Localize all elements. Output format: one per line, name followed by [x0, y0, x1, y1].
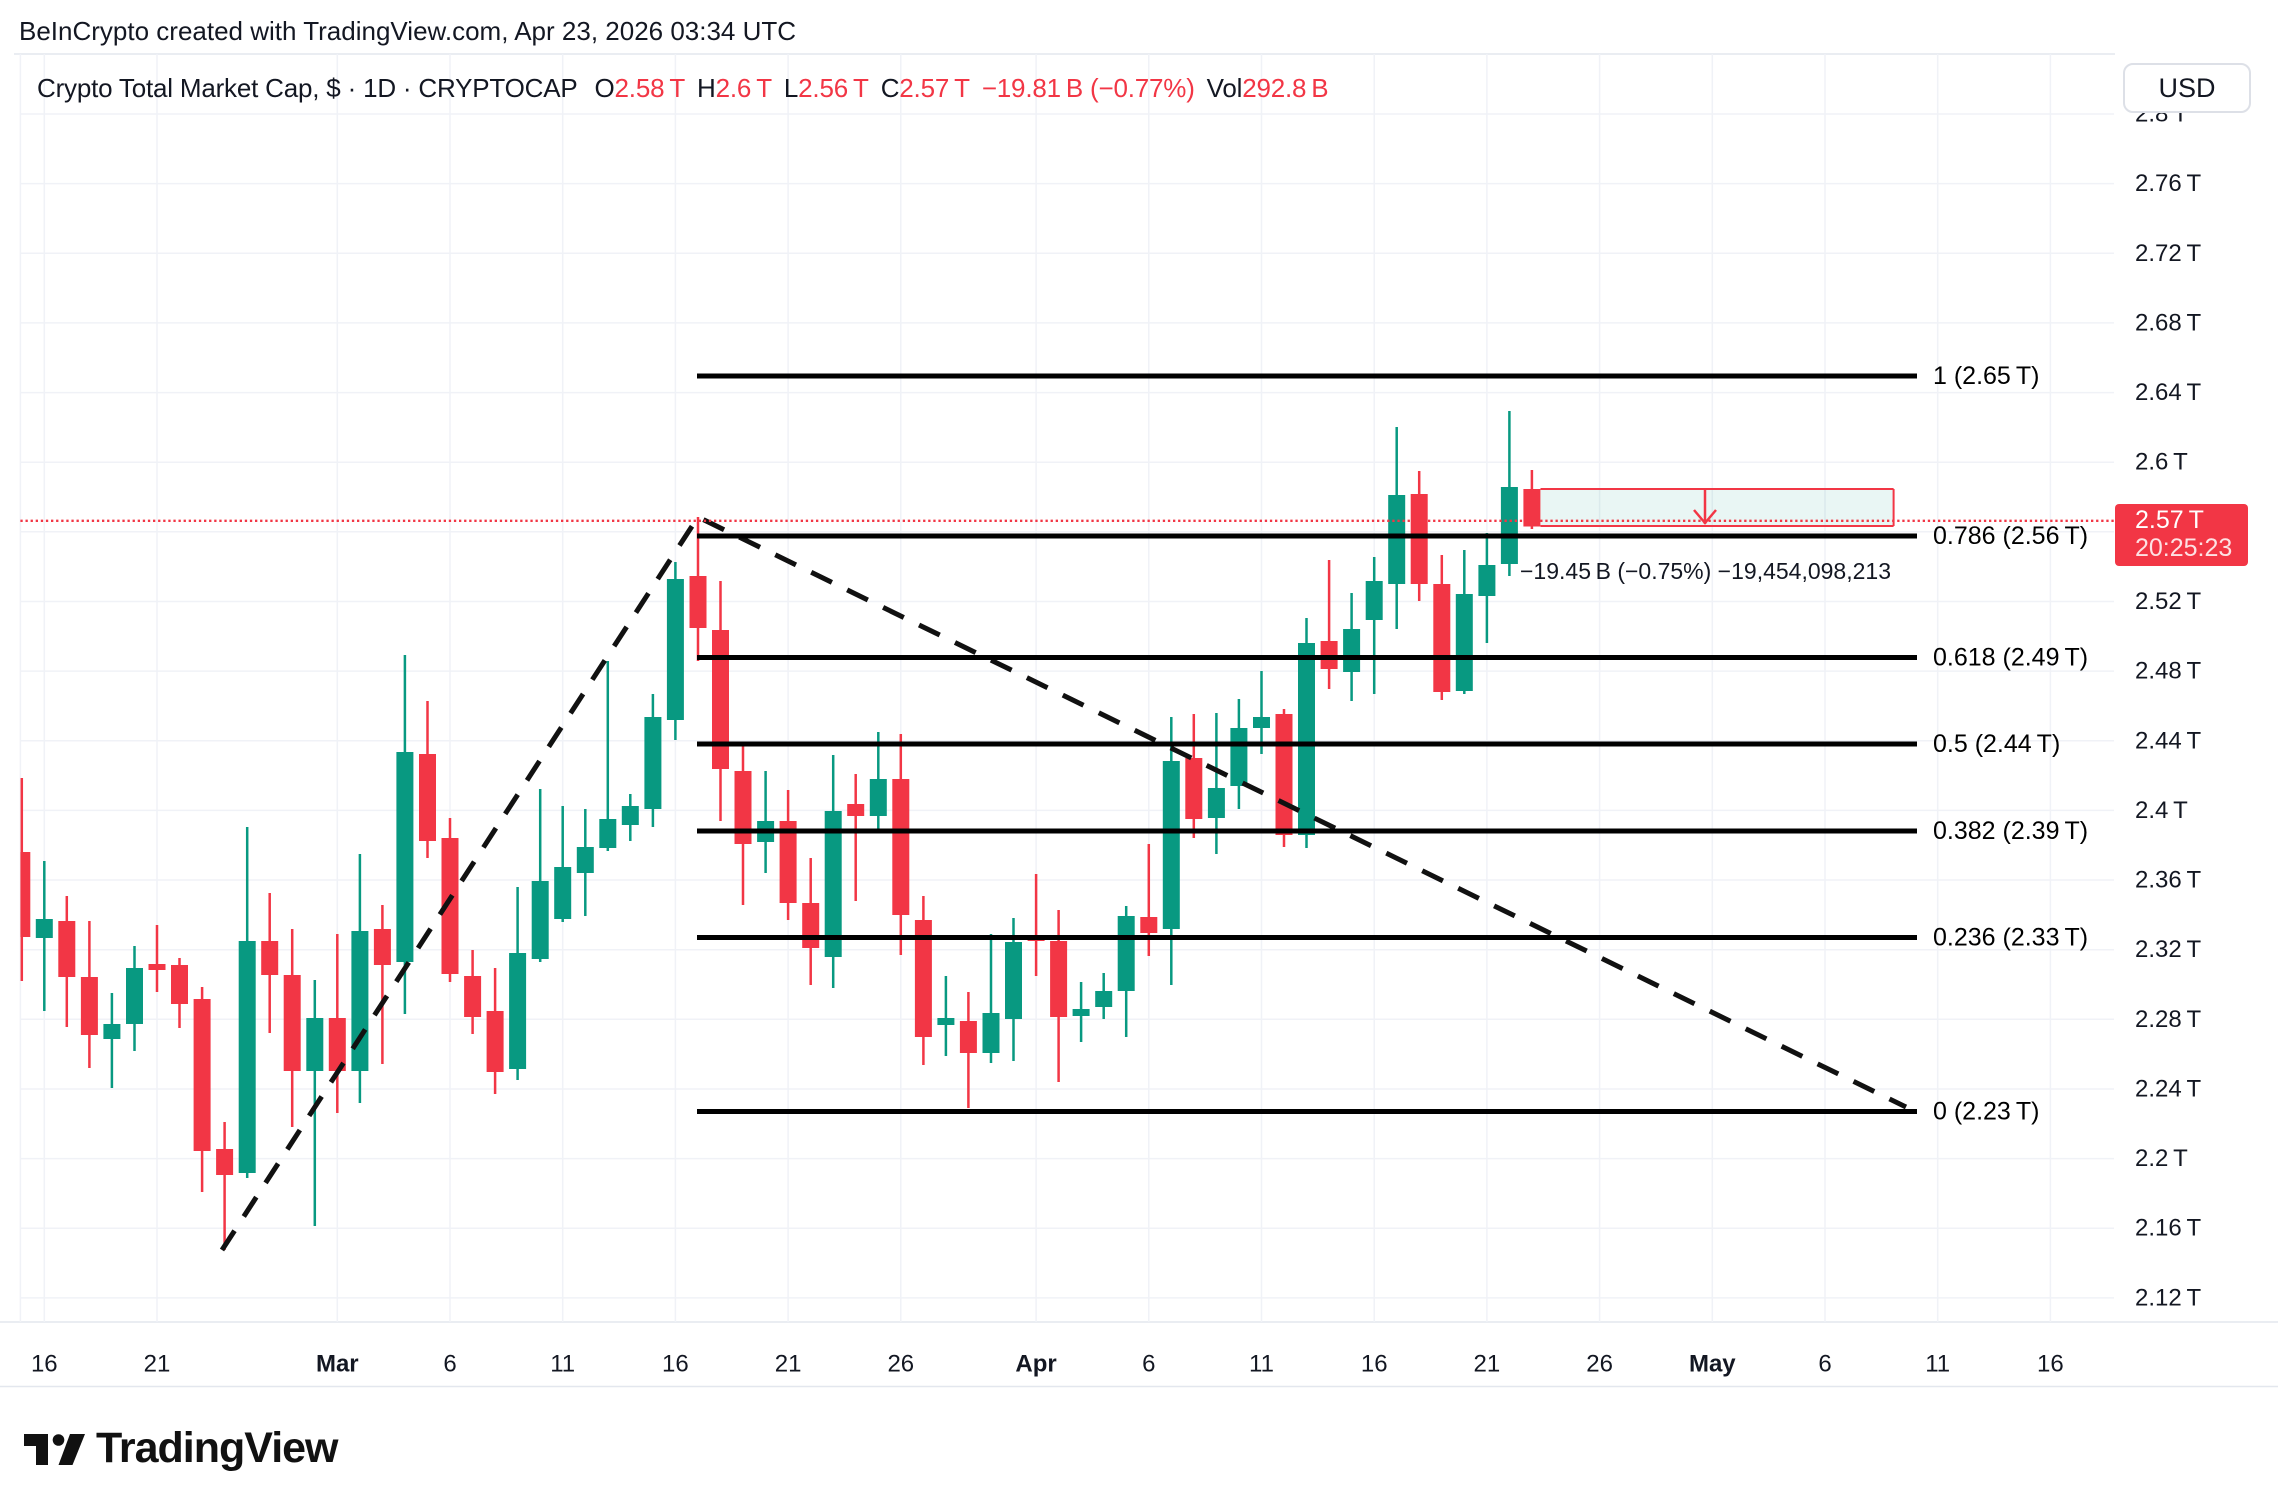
svg-text:0.382 (2.39 T): 0.382 (2.39 T)	[1933, 817, 2088, 845]
svg-text:16: 16	[2037, 1351, 2064, 1378]
svg-text:21: 21	[144, 1351, 171, 1378]
svg-text:11: 11	[1249, 1351, 1274, 1378]
svg-text:6: 6	[1142, 1351, 1155, 1378]
svg-text:2.28 T: 2.28 T	[2135, 1006, 2202, 1033]
svg-text:26: 26	[1586, 1351, 1613, 1378]
svg-text:16: 16	[31, 1351, 58, 1378]
svg-text:2.76 T: 2.76 T	[2135, 170, 2202, 197]
svg-text:0.236 (2.33 T): 0.236 (2.33 T)	[1933, 924, 2088, 952]
svg-text:11: 11	[550, 1351, 575, 1378]
svg-text:6: 6	[443, 1351, 456, 1378]
svg-text:Apr: Apr	[1015, 1351, 1056, 1378]
svg-text:−19.45 B (−0.75%) −19,454,098,: −19.45 B (−0.75%) −19,454,098,213	[1520, 558, 1891, 584]
svg-text:2.52 T: 2.52 T	[2135, 588, 2202, 615]
svg-text:2.68 T: 2.68 T	[2135, 309, 2202, 336]
svg-text:2.72 T: 2.72 T	[2135, 240, 2202, 267]
svg-text:0.786 (2.56 T): 0.786 (2.56 T)	[1933, 522, 2088, 550]
svg-text:2.24 T: 2.24 T	[2135, 1076, 2202, 1103]
svg-text:11: 11	[1925, 1351, 1950, 1378]
svg-text:2.4 T: 2.4 T	[2135, 797, 2188, 824]
svg-text:0.618 (2.49 T): 0.618 (2.49 T)	[1933, 644, 2088, 672]
svg-text:21: 21	[1474, 1351, 1501, 1378]
svg-text:0.5 (2.44 T): 0.5 (2.44 T)	[1933, 730, 2060, 758]
svg-text:2.36 T: 2.36 T	[2135, 867, 2202, 894]
svg-text:2.12 T: 2.12 T	[2135, 1284, 2202, 1311]
svg-text:2.6 T: 2.6 T	[2135, 449, 2188, 476]
svg-text:2.48 T: 2.48 T	[2135, 658, 2202, 685]
svg-text:26: 26	[887, 1351, 914, 1378]
svg-text:6: 6	[1818, 1351, 1831, 1378]
svg-text:2.32 T: 2.32 T	[2135, 936, 2202, 963]
svg-text:0 (2.23 T): 0 (2.23 T)	[1933, 1098, 2039, 1126]
svg-text:Mar: Mar	[316, 1351, 359, 1378]
svg-text:May: May	[1689, 1351, 1736, 1378]
svg-text:2.64 T: 2.64 T	[2135, 379, 2202, 406]
svg-text:2.16 T: 2.16 T	[2135, 1215, 2202, 1242]
svg-text:16: 16	[1361, 1351, 1388, 1378]
svg-text:2.44 T: 2.44 T	[2135, 727, 2202, 754]
svg-text:2.2 T: 2.2 T	[2135, 1145, 2188, 1172]
svg-text:16: 16	[662, 1351, 689, 1378]
svg-text:1 (2.65 T): 1 (2.65 T)	[1933, 362, 2039, 390]
svg-text:21: 21	[775, 1351, 802, 1378]
